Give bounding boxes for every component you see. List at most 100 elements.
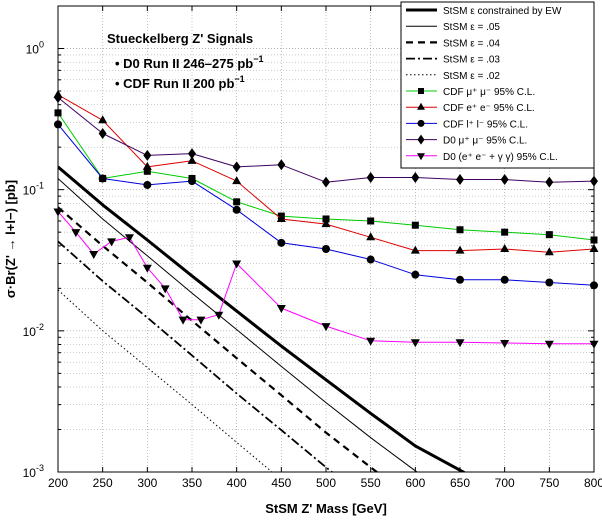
data-point [142, 264, 152, 273]
data-point [233, 198, 241, 206]
data-point [187, 155, 197, 164]
data-point [321, 323, 331, 332]
data-point [160, 285, 170, 294]
data-point [366, 337, 376, 346]
x-tick-label: 700 [495, 476, 515, 490]
data-point [277, 159, 286, 171]
data-point [188, 177, 196, 186]
annotation-cdf-run: • CDF Run II 200 pb−1 [115, 74, 245, 91]
series-4 [58, 240, 334, 472]
series-line [58, 289, 273, 472]
data-point [544, 340, 554, 349]
data-point [411, 171, 420, 183]
legend-label: CDF e⁺ e⁻ 95% C.L. [443, 103, 535, 114]
legend-label: StSM ε = .03 [443, 55, 500, 66]
data-point [71, 229, 81, 238]
legend-label: D0 (e⁺ e⁻ + γ γ) 95% C.L. [443, 152, 558, 163]
series-9 [54, 91, 598, 188]
data-point [276, 213, 286, 222]
y-tick-label: 100 [26, 39, 44, 56]
legend-label: StSM ε constrained by EW [443, 6, 562, 17]
data-point [124, 234, 134, 243]
series-line [58, 165, 467, 472]
x-tick-label: 350 [182, 476, 202, 490]
series-2 [58, 178, 418, 472]
legend-entry: D0 (e⁺ e⁻ + γ γ) 95% C.L. [406, 152, 558, 163]
data-point [545, 278, 554, 287]
legend-entry: StSM ε constrained by EW [406, 6, 562, 17]
data-point [232, 176, 242, 185]
data-point [321, 219, 331, 228]
legend-box [400, 1, 595, 169]
legend-entry: CDF l⁺ l⁻ 95% C.L. [406, 119, 528, 130]
data-point [232, 161, 241, 173]
data-point [411, 270, 420, 279]
series-3 [58, 206, 379, 472]
series-1 [58, 165, 467, 472]
data-point [411, 221, 419, 229]
data-point [410, 339, 420, 348]
y-tick-exponent: -2 [36, 322, 44, 332]
y-tick-base: 10 [23, 325, 37, 339]
legend: StSM ε constrained by EW StSM ε = .05 StSM… [400, 1, 595, 169]
annotation-d0-sup: −1 [253, 54, 263, 64]
series-line [58, 240, 334, 472]
legend-label: StSM ε = .02 [443, 71, 500, 82]
legend-marker [417, 102, 425, 110]
data-point [500, 275, 509, 284]
x-tick-label: 250 [93, 476, 113, 490]
data-point [232, 205, 241, 214]
data-point [367, 217, 375, 225]
data-point [322, 176, 330, 188]
legend-entry: D0 μ⁺ μ⁻ 95% C.L. [406, 134, 527, 147]
data-point [456, 174, 464, 186]
annotation-d0-text: • D0 Run II 246–275 pb [115, 56, 253, 71]
data-point [178, 316, 188, 325]
series-layer [53, 89, 599, 472]
data-point [188, 148, 196, 160]
series-line [58, 178, 418, 472]
y-tick-label: 10-3 [23, 463, 44, 480]
legend-label: CDF l⁺ l⁻ 95% C.L. [443, 119, 528, 130]
legend-entry: StSM ε = .03 [406, 55, 500, 66]
x-tick-label: 600 [405, 476, 425, 490]
data-point [98, 174, 107, 183]
x-tick-label: 650 [450, 476, 470, 490]
legend-marker [417, 134, 425, 145]
data-point [89, 251, 99, 260]
series-8 [54, 120, 598, 290]
data-point [545, 231, 553, 239]
data-point [143, 167, 151, 175]
data-point [455, 245, 465, 254]
data-point [366, 171, 375, 183]
legend-entry: StSM ε = .05 [406, 22, 500, 33]
y-axis-label: σ·Br(Z' → l+l−) [pb] [3, 180, 18, 298]
annotation-cdf-sup: −1 [234, 74, 244, 84]
series-7 [53, 89, 599, 256]
annotation-d0-run: • D0 Run II 246–275 pb−1 [115, 54, 263, 71]
legend-marker [417, 153, 425, 161]
data-point [214, 311, 224, 320]
data-point [98, 127, 107, 139]
data-point [544, 247, 554, 256]
x-tick-label: 750 [539, 476, 559, 490]
data-point [545, 176, 554, 188]
data-point [277, 238, 286, 247]
y-tick-exponent: 0 [39, 39, 44, 49]
legend-entry: CDF μ⁺ μ⁻ 95% C.L. [406, 87, 535, 98]
data-point [196, 316, 206, 325]
data-point [232, 260, 242, 269]
data-point [276, 305, 286, 314]
legend-entry: CDF e⁺ e⁻ 95% C.L. [406, 102, 535, 114]
series-line [58, 206, 379, 472]
legend-label: D0 μ⁺ μ⁻ 95% C.L. [443, 136, 527, 147]
legend-entry: StSM ε = .02 [406, 71, 500, 82]
data-point [322, 244, 330, 253]
data-point [501, 228, 509, 236]
series-5 [58, 289, 273, 472]
annotation-box: Stueckelberg Z' Signals • D0 Run II 246–… [107, 31, 263, 91]
data-point [456, 226, 464, 234]
legend-label: StSM ε = .04 [443, 38, 500, 49]
y-tick-exponent: -1 [36, 181, 44, 191]
data-point [107, 238, 117, 247]
